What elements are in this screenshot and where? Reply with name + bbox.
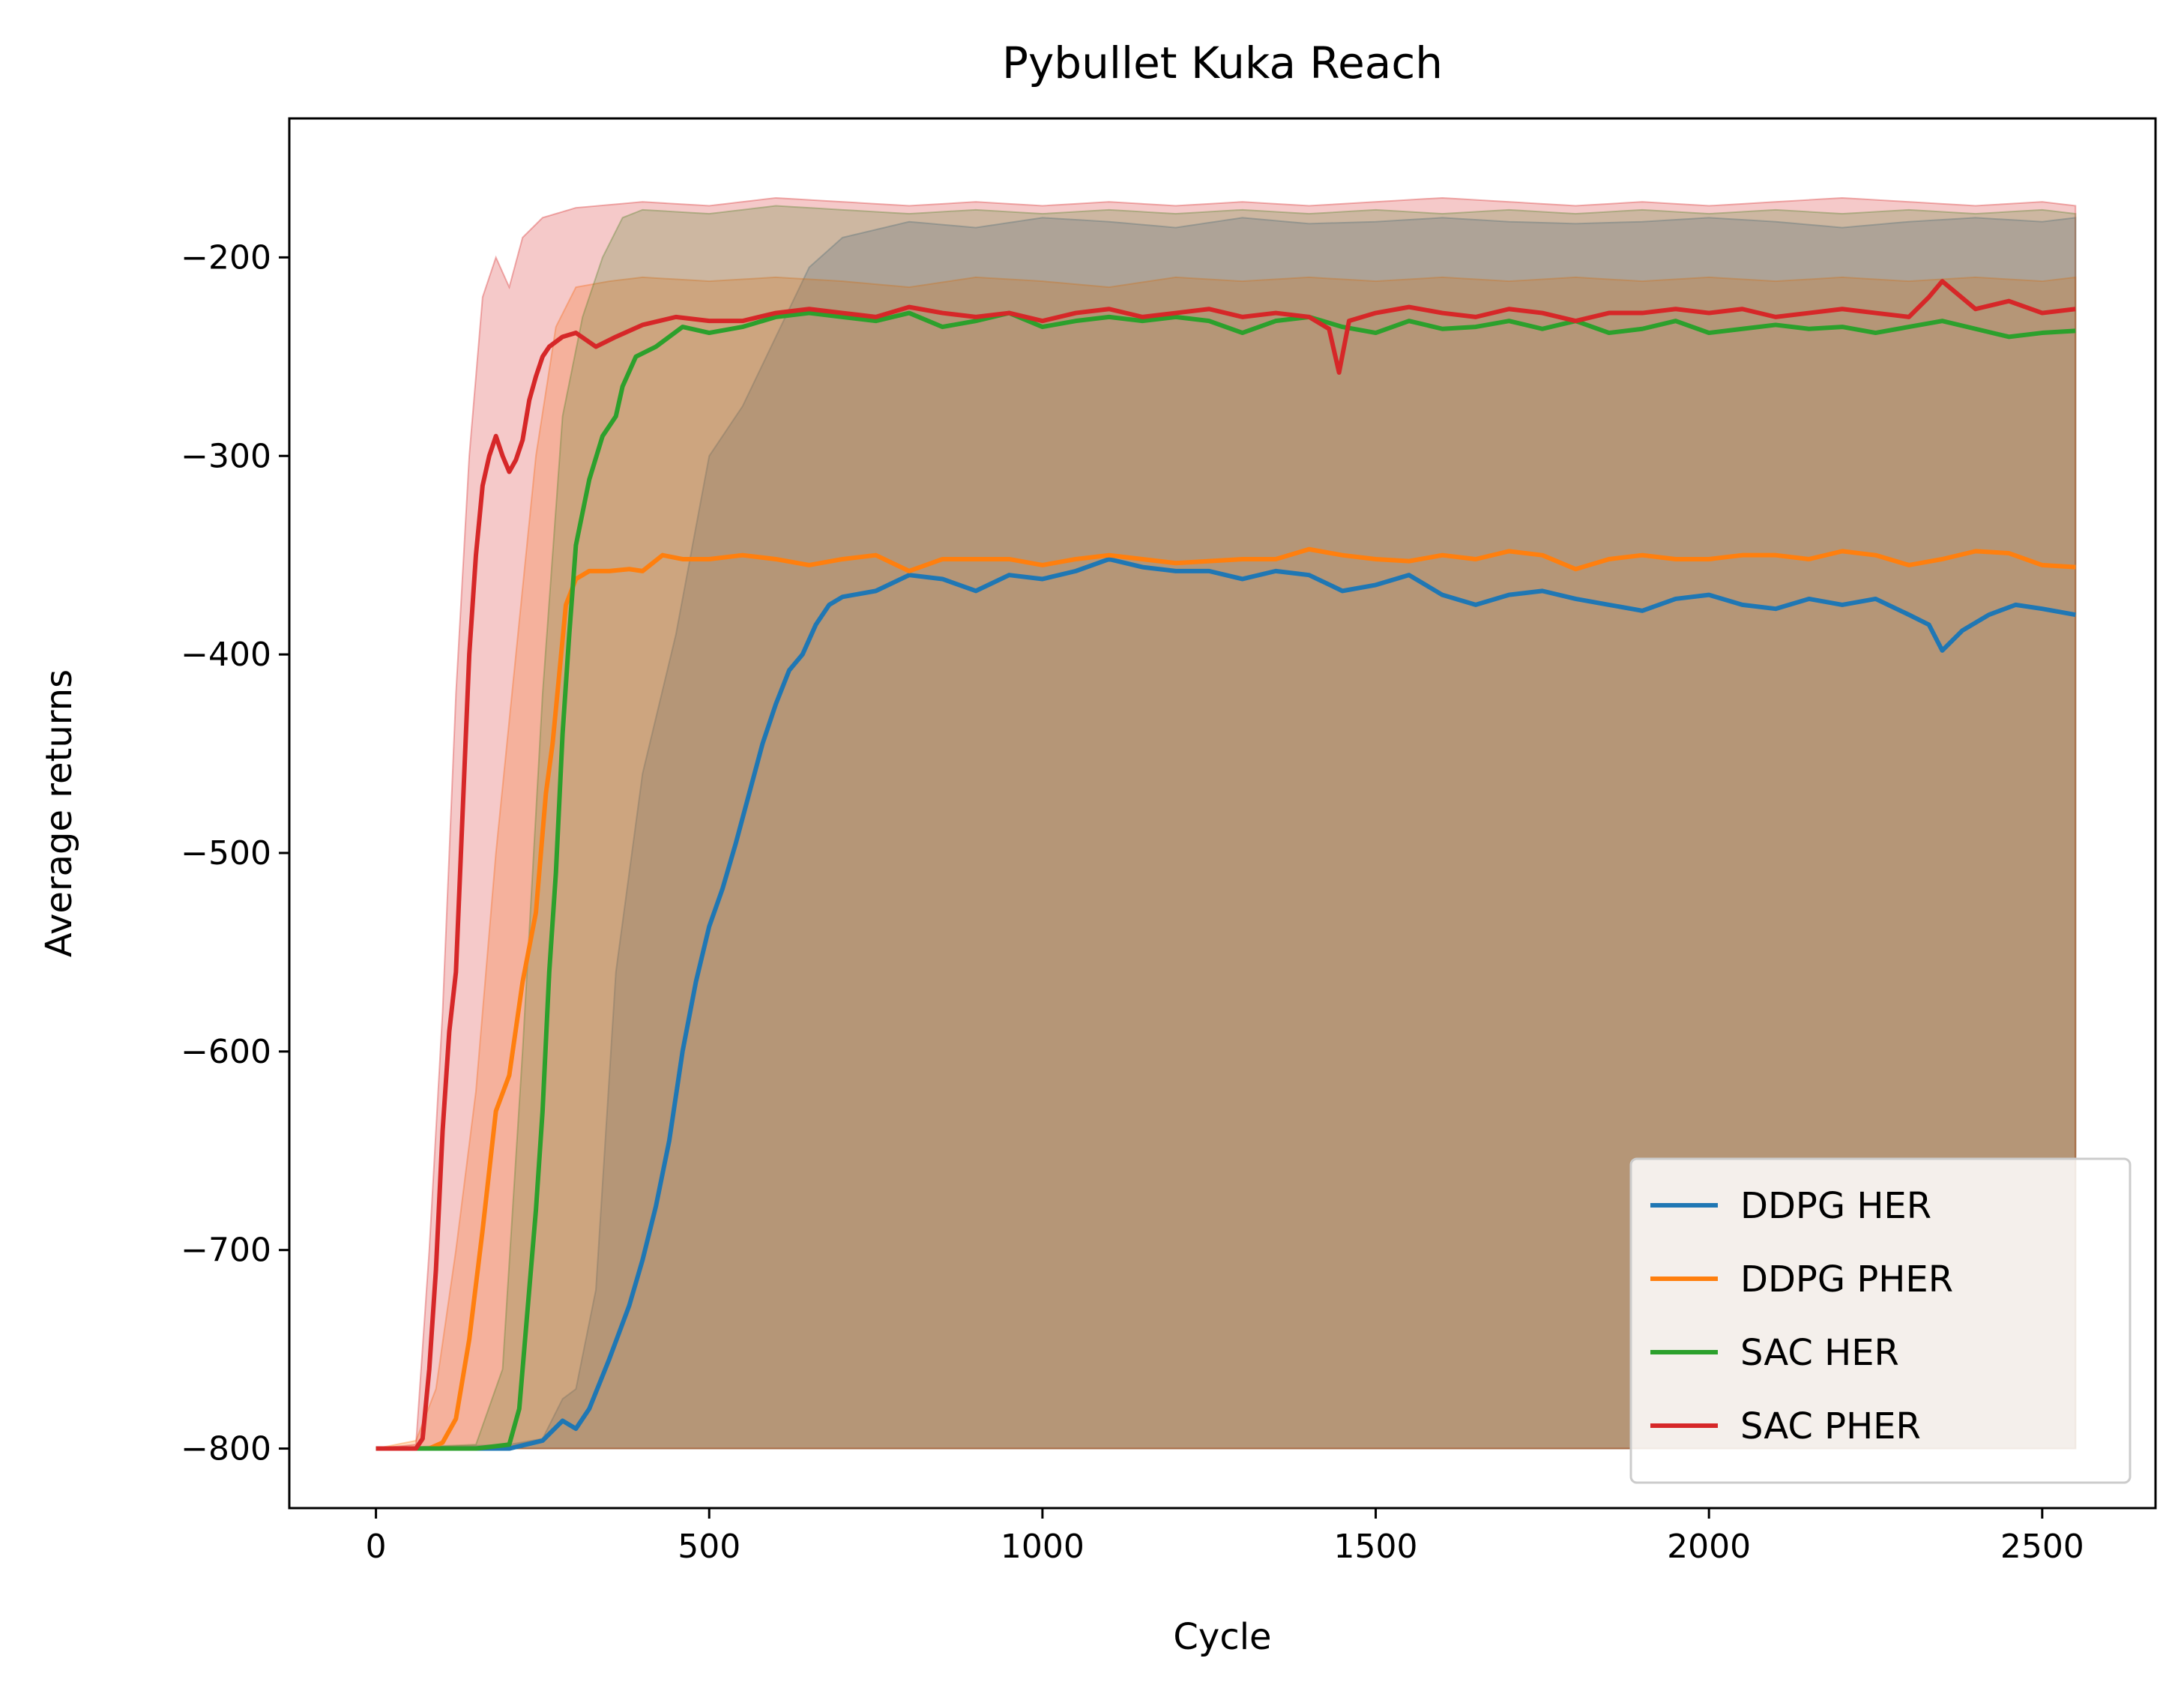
legend: DDPG HER DDPG PHER SAC HER SAC PHER (1629, 1157, 2132, 1484)
series-line-ddpg-pher (375, 546, 2076, 1451)
legend-label: DDPG PHER (1740, 1259, 1953, 1300)
legend-label: SAC HER (1740, 1332, 1899, 1374)
chart-title: Pybullet Kuka Reach (1002, 37, 1443, 88)
y-tick-label: −600 (181, 1033, 271, 1071)
x-tick-label: 1000 (1001, 1528, 1085, 1566)
band-sac-pher (375, 196, 2077, 1450)
band-ddpg-pher (375, 276, 2077, 1450)
y-tick-label: −400 (181, 636, 271, 674)
x-axis-label: Cycle (1173, 1616, 1271, 1658)
x-tick-label: 0 (366, 1528, 387, 1566)
series-line-sac-pher (375, 279, 2076, 1451)
series-line-sac-her (375, 310, 2076, 1451)
y-tick-label: −300 (181, 437, 271, 475)
x-tick-label: 2000 (1667, 1528, 1751, 1566)
plot-frame (288, 117, 2157, 1510)
x-tick-label: 2500 (2000, 1528, 2084, 1566)
y-axis: −800 −700 −600 −500 −400 −300 −200 (181, 238, 289, 1468)
y-tick-label: −700 (181, 1232, 271, 1270)
bands (375, 196, 2077, 1450)
y-tick-label: −500 (181, 834, 271, 872)
series-line-ddpg-her (375, 556, 2076, 1451)
x-axis: 0 500 1000 1500 2000 2500 (366, 1508, 2084, 1566)
band-sac-her (375, 205, 2077, 1450)
y-axis-label: Average returns (38, 669, 80, 957)
legend-label: DDPG HER (1740, 1185, 1931, 1227)
x-tick-label: 1500 (1334, 1528, 1418, 1566)
legend-box (1629, 1157, 2132, 1484)
y-tick-label: −800 (181, 1430, 271, 1468)
band-ddpg-her (375, 217, 2077, 1450)
y-tick-label: −200 (181, 238, 271, 277)
lines (375, 279, 2076, 1451)
legend-label: SAC PHER (1740, 1405, 1921, 1447)
x-tick-label: 500 (678, 1528, 740, 1566)
